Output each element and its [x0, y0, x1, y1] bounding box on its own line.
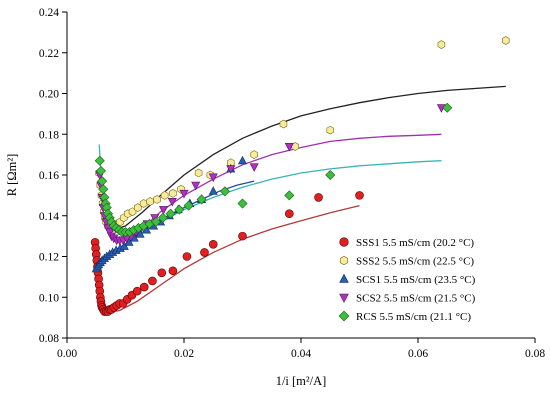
x-tick-label: 0.00 — [57, 348, 77, 360]
data-point-series-1 — [148, 276, 157, 286]
legend: SSS1 5.5 mS/cm (20.2 °C) SSS2 5.5 mS/cm (… — [338, 237, 476, 323]
fit-curve-1 — [100, 204, 360, 314]
data-point-series-1 — [139, 282, 149, 292]
data-point-series-4 — [208, 173, 218, 183]
x-tick-label: 0.08 — [525, 348, 545, 360]
axes: 0.00 0.02 0.04 0.06 0.08 0.08 0.10 0.12 0.14 0.16… — [39, 7, 545, 360]
y-tick-label: 0.22 — [39, 48, 59, 60]
legend-label-2: SSS2 5.5 mS/cm (22.5 °C) — [356, 256, 474, 268]
legend-marker-5 — [338, 310, 350, 322]
y-tick-label: 0.10 — [39, 292, 59, 304]
data-point-series-2 — [160, 191, 169, 200]
data-point-series-1 — [182, 252, 192, 261]
data-point-series-5 — [95, 165, 106, 176]
y-tick-label: 0.16 — [39, 170, 59, 182]
x-tick-label: 0.04 — [291, 348, 311, 360]
data-point-series-4 — [284, 142, 294, 152]
data-point-series-1 — [208, 239, 218, 249]
data-point-series-5 — [219, 186, 230, 197]
data-points — [90, 36, 510, 316]
legend-marker-4 — [339, 293, 349, 303]
y-tick-label: 0.18 — [39, 129, 59, 141]
data-point-series-5 — [284, 190, 295, 201]
data-point-series-2 — [139, 199, 148, 208]
fit-curve-2 — [101, 85, 506, 231]
x-axis-label: 1/i [m²/A] — [276, 374, 327, 388]
y-tick-label: 0.14 — [39, 211, 59, 223]
data-point-series-3 — [208, 186, 218, 195]
data-point-series-5 — [442, 102, 453, 113]
data-point-series-1 — [238, 231, 247, 241]
data-point-series-2 — [501, 36, 510, 45]
y-tick-label: 0.24 — [39, 7, 59, 19]
x-tick-label: 0.02 — [174, 348, 194, 360]
data-point-series-4 — [249, 163, 259, 172]
data-point-series-2 — [146, 197, 154, 206]
legend-label-3: SCS1 5.5 mS/cm (23.5 °C) — [356, 274, 476, 286]
data-point-series-1 — [314, 193, 323, 202]
data-point-series-1 — [157, 268, 167, 278]
y-tick-label: 0.20 — [39, 89, 59, 101]
data-point-series-2 — [326, 125, 335, 135]
data-point-series-1 — [200, 248, 209, 257]
data-point-series-4 — [167, 197, 177, 207]
data-point-series-5 — [196, 194, 207, 205]
legend-marker-1 — [339, 237, 349, 247]
data-point-series-2 — [153, 195, 161, 204]
data-point-series-2 — [194, 168, 203, 178]
data-point-series-4 — [226, 165, 236, 174]
y-tick-label: 0.08 — [39, 333, 59, 345]
legend-label-1: SSS1 5.5 mS/cm (20.2 °C) — [356, 237, 474, 249]
legend-marker-3 — [339, 273, 349, 283]
data-point-series-5 — [183, 200, 194, 211]
data-point-series-5 — [94, 155, 105, 166]
data-point-series-5 — [157, 212, 168, 223]
data-point-series-3 — [238, 155, 247, 165]
data-point-series-2 — [437, 40, 446, 49]
data-point-series-5 — [165, 208, 176, 219]
data-point-series-1 — [168, 266, 178, 276]
data-point-series-1 — [355, 191, 364, 200]
data-point-series-5 — [150, 216, 161, 227]
y-axis-label: R [Ωm²] — [5, 154, 19, 197]
data-point-series-2 — [169, 188, 177, 198]
data-point-series-5 — [325, 169, 336, 181]
data-point-series-2 — [279, 119, 288, 129]
legend-label-5: RCS 5.5 mS/cm (21.1 °C) — [356, 311, 471, 323]
y-tick-label: 0.12 — [39, 252, 59, 264]
data-point-series-4 — [159, 206, 169, 215]
data-point-series-1 — [284, 209, 294, 219]
legend-label-4: SCS2 5.5 mS/cm (21.5 °C) — [356, 293, 476, 305]
data-point-series-2 — [250, 150, 258, 159]
data-point-series-1 — [132, 286, 142, 296]
data-point-series-4 — [191, 181, 201, 191]
data-point-series-5 — [237, 198, 248, 209]
data-point-series-4 — [179, 189, 189, 199]
legend-marker-2 — [339, 255, 349, 266]
x-tick-label: 0.06 — [408, 348, 428, 360]
data-point-series-5 — [174, 204, 185, 215]
